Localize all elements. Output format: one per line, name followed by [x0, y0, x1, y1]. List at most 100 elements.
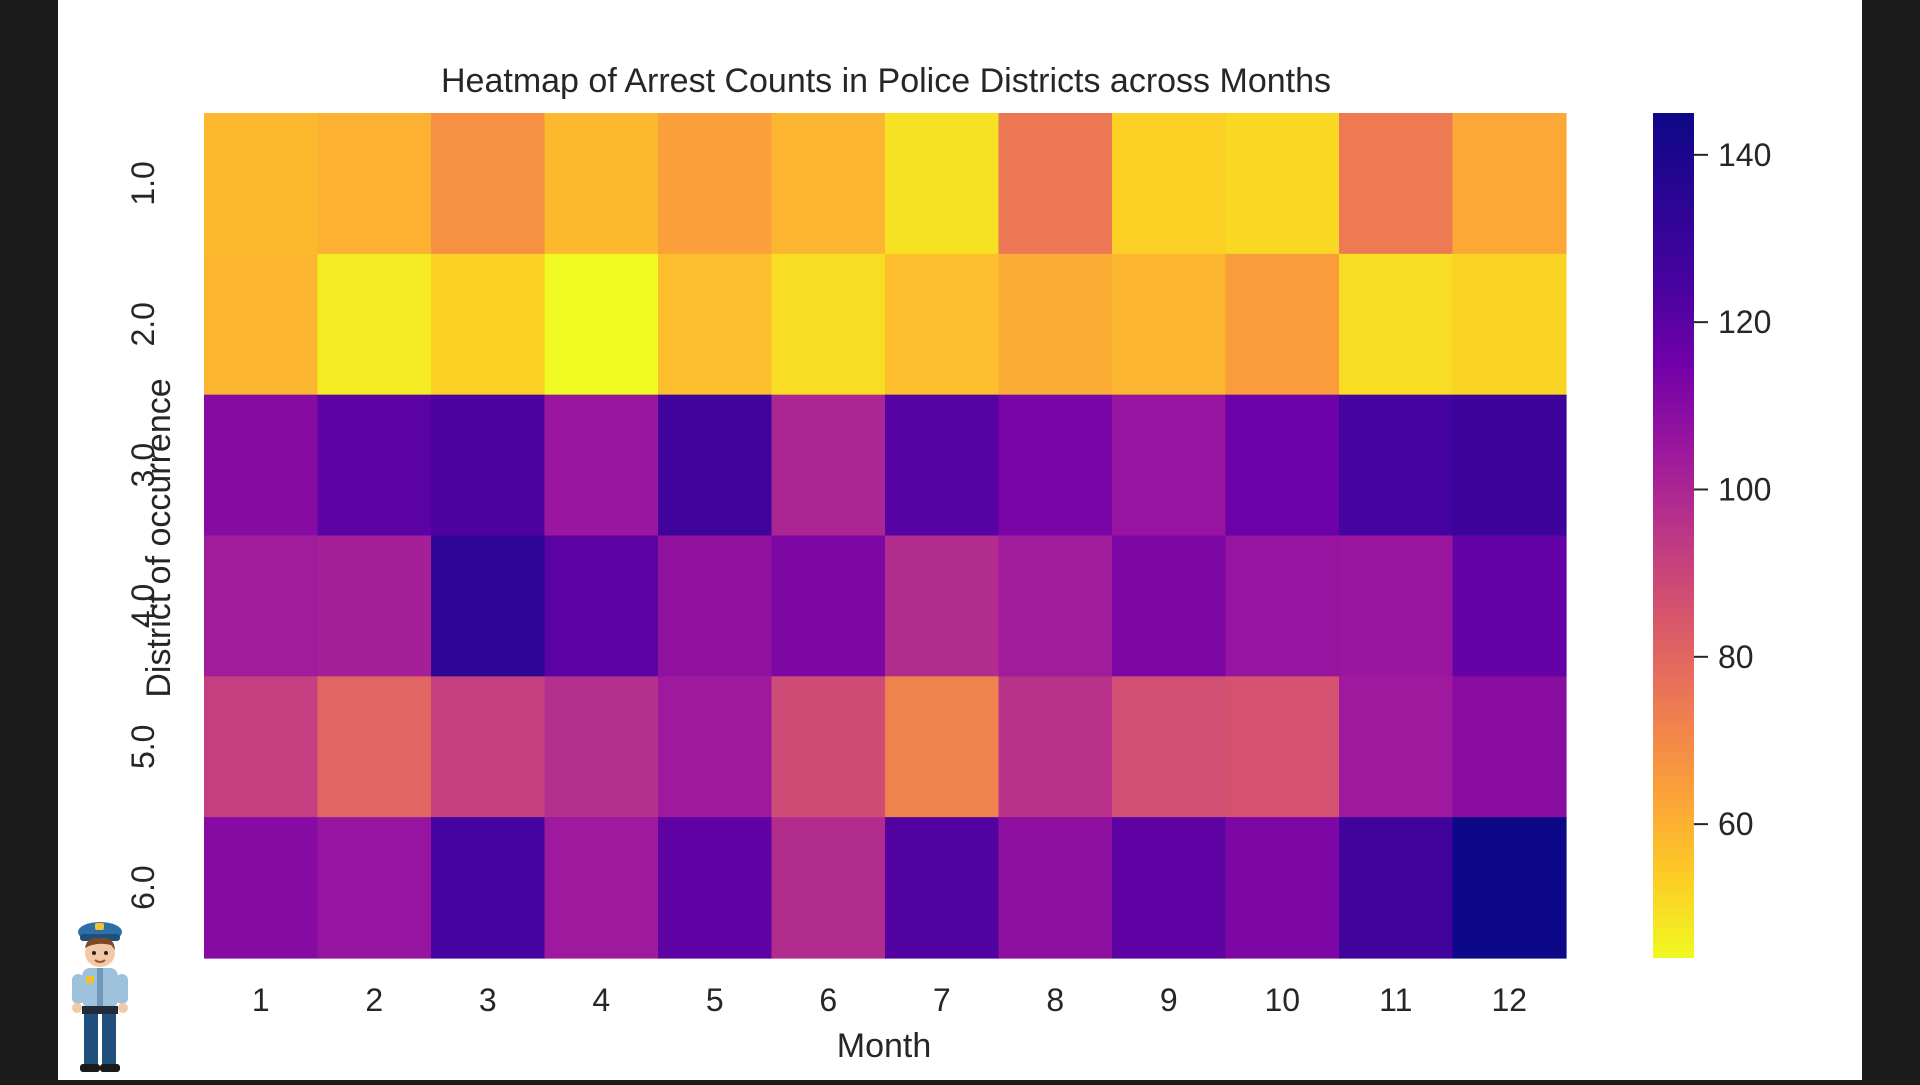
x-tick-label: 11 — [1379, 982, 1412, 1018]
x-tick-label: 12 — [1491, 982, 1527, 1018]
heatmap-cell — [771, 535, 886, 677]
heatmap-cell — [1339, 113, 1454, 255]
heatmap-cell — [1339, 253, 1454, 396]
y-tick-label: 2.0 — [125, 302, 161, 346]
heatmap-cell — [998, 535, 1113, 677]
heatmap-cell — [771, 394, 886, 537]
heatmap-cell — [998, 253, 1113, 396]
heatmap-cell — [431, 394, 546, 537]
heatmap-cell — [431, 253, 546, 396]
heatmap-cell — [317, 253, 432, 396]
heatmap-cell — [317, 817, 432, 959]
heatmap-chart: Heatmap of Arrest Counts in Police Distr… — [125, 62, 1771, 1065]
y-tick-label: 3.0 — [125, 443, 161, 487]
heatmap-cell — [658, 253, 773, 396]
heatmap-cell — [431, 113, 546, 255]
heatmap-cell — [1452, 676, 1567, 818]
heatmap-cell — [1112, 113, 1227, 255]
heatmap-cell — [1452, 253, 1567, 396]
heatmap-cell — [998, 676, 1113, 818]
x-tick-label: 6 — [819, 982, 837, 1018]
heatmap-cell — [1225, 113, 1340, 255]
heatmap-cell — [658, 113, 773, 255]
heatmap-cell — [658, 535, 773, 677]
heatmap-cell — [998, 113, 1113, 255]
heatmap-cell — [544, 253, 659, 396]
heatmap-cell — [204, 394, 319, 537]
x-tick-label: 7 — [933, 982, 951, 1018]
x-tick-label: 3 — [479, 982, 497, 1018]
x-tick-label: 4 — [592, 982, 610, 1018]
heatmap-cells — [204, 113, 1567, 959]
heatmap-cell — [771, 676, 886, 818]
heatmap-cell — [1452, 535, 1567, 677]
heatmap-cell — [885, 676, 1000, 818]
heatmap-cell — [544, 676, 659, 818]
heatmap-cell — [431, 817, 546, 959]
colorbar — [1653, 113, 1694, 958]
heatmap-cell — [658, 817, 773, 959]
heatmap-cell — [1339, 676, 1454, 818]
heatmap-cell — [658, 394, 773, 537]
police-officer-icon — [72, 922, 128, 1072]
colorbar-tick-label: 140 — [1718, 137, 1771, 173]
x-tick-label: 1 — [252, 982, 270, 1018]
x-tick-label: 9 — [1160, 982, 1178, 1018]
chart-title: Heatmap of Arrest Counts in Police Distr… — [441, 62, 1331, 100]
heatmap-cell — [1112, 676, 1227, 818]
x-tick-label: 10 — [1264, 982, 1300, 1018]
heatmap-cell — [1225, 535, 1340, 677]
heatmap-cell — [204, 113, 319, 255]
heatmap-cell — [658, 676, 773, 818]
heatmap-cell — [544, 535, 659, 677]
colorbar-tick-label: 120 — [1718, 304, 1771, 340]
heatmap-cell — [1452, 817, 1567, 959]
heatmap-cell — [1112, 535, 1227, 677]
x-tick-labels: 1 2 3 4 5 6 7 8 9 10 11 12 — [252, 982, 1527, 1018]
heatmap-cell — [1225, 253, 1340, 396]
heatmap-cell — [771, 817, 886, 959]
heatmap-cell — [1225, 817, 1340, 959]
heatmap-cell — [317, 676, 432, 818]
heatmap-cell — [1112, 394, 1227, 537]
heatmap-cell — [204, 253, 319, 396]
colorbar-ticks: 60 80 100 120 140 — [1694, 137, 1771, 842]
x-tick-label: 2 — [365, 982, 383, 1018]
colorbar-tick-label: 60 — [1718, 806, 1754, 842]
heatmap-cell — [544, 817, 659, 959]
heatmap-cell — [885, 394, 1000, 537]
x-tick-label: 5 — [706, 982, 724, 1018]
heatmap-cell — [885, 817, 1000, 959]
heatmap-cell — [431, 676, 546, 818]
y-tick-labels: 1.0 2.0 3.0 4.0 5.0 6.0 — [125, 161, 161, 910]
y-tick-label: 5.0 — [125, 725, 161, 769]
heatmap-cell — [1339, 394, 1454, 537]
heatmap-cell — [885, 535, 1000, 677]
heatmap-cell — [1452, 113, 1567, 255]
colorbar-tick-label: 80 — [1718, 639, 1754, 675]
heatmap-cell — [317, 113, 432, 255]
heatmap-cell — [544, 113, 659, 255]
heatmap-cell — [1225, 676, 1340, 818]
colorbar-tick-label: 100 — [1718, 471, 1771, 507]
heatmap-cell — [885, 253, 1000, 396]
heatmap-cell — [1452, 394, 1567, 537]
heatmap-cell — [204, 676, 319, 818]
heatmap-cell — [317, 394, 432, 537]
heatmap-cell — [771, 253, 886, 396]
heatmap-cell — [771, 113, 886, 255]
x-tick-label: 8 — [1046, 982, 1064, 1018]
heatmap-cell — [431, 535, 546, 677]
heatmap-cell — [1225, 394, 1340, 537]
heatmap-cell — [204, 817, 319, 959]
chart-panel: Heatmap of Arrest Counts in Police Distr… — [58, 0, 1862, 1080]
y-tick-label: 4.0 — [125, 584, 161, 628]
x-axis-label: Month — [837, 1027, 932, 1065]
heatmap-cell — [544, 394, 659, 537]
heatmap-cell — [998, 394, 1113, 537]
heatmap-cell — [1339, 535, 1454, 677]
y-tick-label: 1.0 — [125, 161, 161, 205]
heatmap-cell — [885, 113, 1000, 255]
heatmap-cell — [1112, 817, 1227, 959]
